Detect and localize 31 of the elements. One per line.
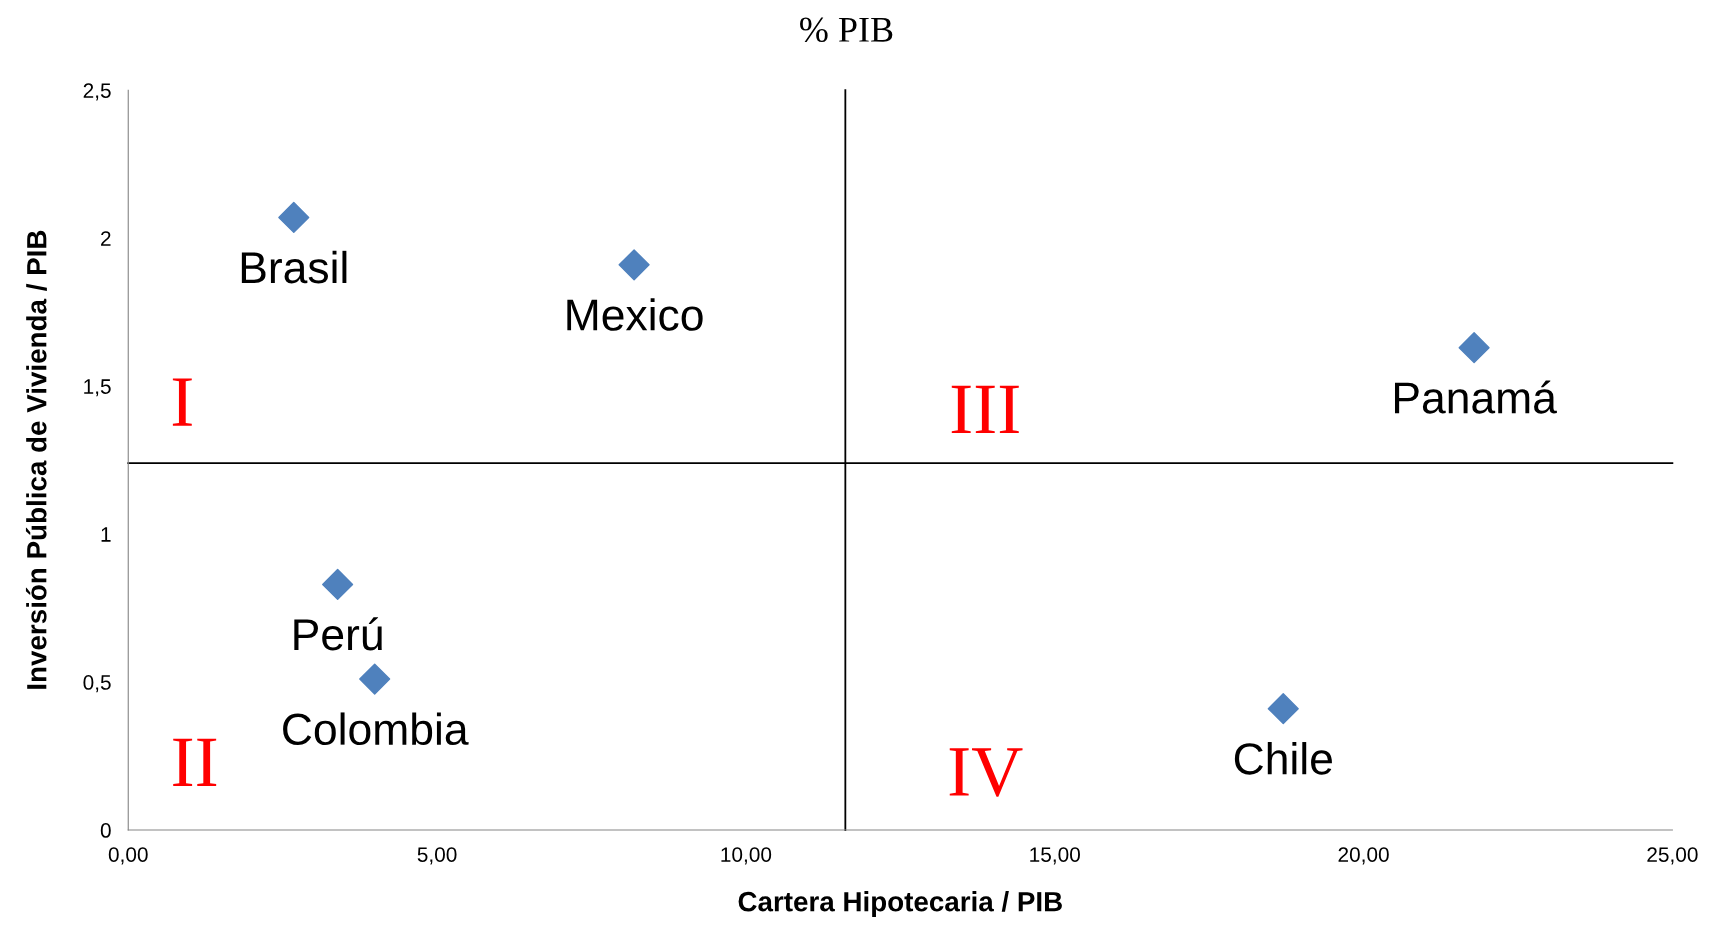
x-tick-label: 20,00 bbox=[1338, 847, 1389, 865]
y-tick-label: 0,5 bbox=[83, 675, 111, 693]
annotation: Mexico bbox=[567, 298, 703, 331]
point bbox=[618, 249, 650, 281]
x-tick-label: 0,00 bbox=[108, 847, 148, 865]
point bbox=[1458, 332, 1490, 364]
y-tick-label: 1 bbox=[101, 527, 111, 542]
annotation: II bbox=[173, 738, 217, 786]
point bbox=[359, 663, 391, 695]
x-tick-label: 10,00 bbox=[721, 847, 772, 865]
y-tick-label: 0 bbox=[100, 823, 111, 838]
annotation: I bbox=[172, 378, 192, 426]
y-tick-label: 2 bbox=[101, 231, 111, 246]
annotation: Colombia bbox=[283, 712, 469, 746]
annotation: Perú bbox=[294, 617, 382, 651]
x-tick-label: 5,00 bbox=[417, 847, 457, 865]
y-tick-label: 1,5 bbox=[84, 379, 111, 397]
annotation: Brasil bbox=[241, 250, 347, 284]
x-axis-title: Cartera Hipotecaria / PIB bbox=[738, 891, 1062, 917]
x-tick-label: 15,00 bbox=[1030, 847, 1080, 865]
point bbox=[278, 201, 310, 234]
annotation: Chile bbox=[1234, 742, 1332, 775]
annotation: Panamá bbox=[1395, 380, 1557, 414]
x-tick-label: 25,00 bbox=[1647, 847, 1698, 865]
annotation: III bbox=[951, 385, 1019, 434]
chart-title: % PIB bbox=[800, 17, 893, 43]
annotation: IV bbox=[949, 748, 1023, 797]
point bbox=[1267, 693, 1299, 725]
point bbox=[322, 568, 354, 601]
y-axis-title: Inversión Pública de Vivienda / PIB bbox=[25, 230, 47, 689]
y-tick-label: 2,5 bbox=[83, 83, 111, 101]
